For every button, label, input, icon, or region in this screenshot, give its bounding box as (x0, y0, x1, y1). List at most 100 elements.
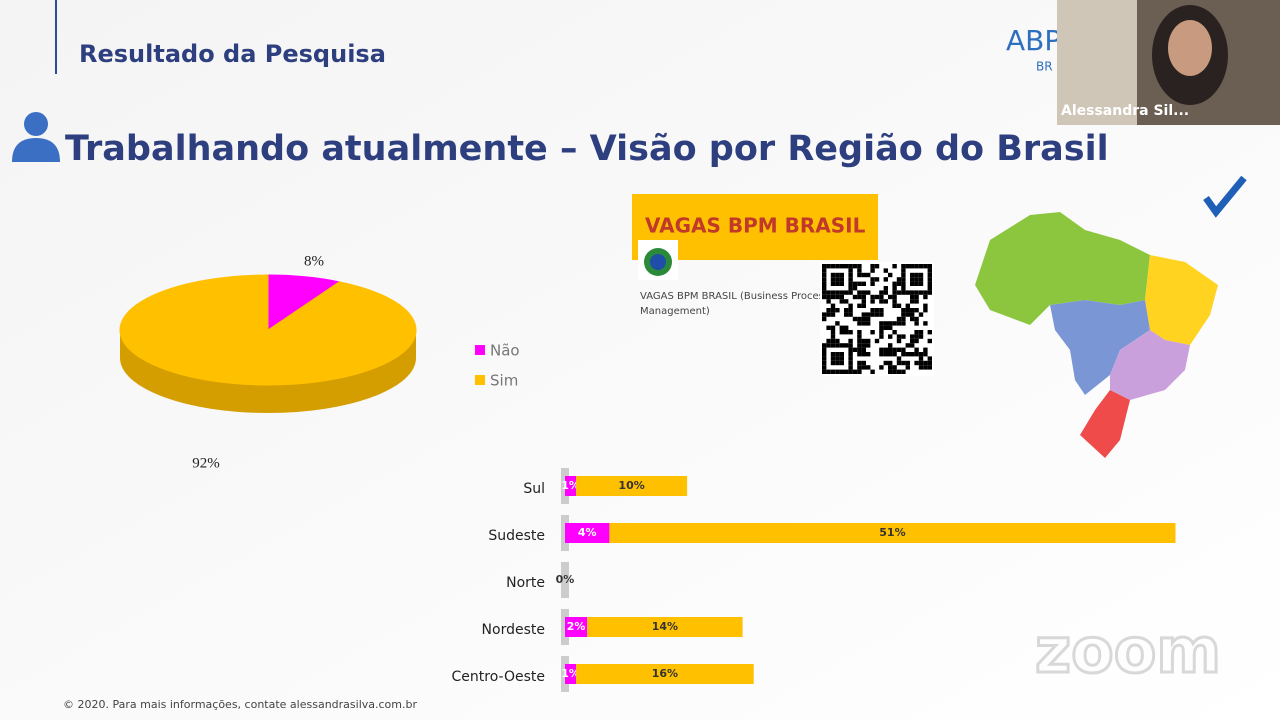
qr-cell (839, 356, 844, 361)
qr-cell (918, 277, 924, 282)
qr-cell (835, 264, 840, 269)
slide-title: Trabalhando atualmente – Visão por Regiã… (65, 129, 1109, 169)
bar-segment (565, 476, 577, 496)
qr-cell (861, 360, 866, 366)
qr-cell (848, 290, 853, 295)
qr-cell (835, 294, 840, 300)
qr-cell (914, 352, 919, 357)
category-label: Sul (523, 481, 545, 497)
qr-cell (822, 312, 827, 317)
qr-cell (896, 360, 902, 366)
qr-cell (879, 299, 884, 304)
pie-slice (119, 274, 417, 386)
qr-cell (914, 330, 919, 335)
qr-cell (927, 268, 932, 273)
qr-cell (857, 316, 862, 322)
check-mark (1203, 175, 1247, 218)
legend-label: Sim (490, 372, 518, 390)
qr-cell (848, 312, 853, 317)
qr-cell (918, 290, 924, 295)
qr-cell (892, 321, 897, 326)
qr-cell (857, 352, 862, 357)
qr-cell (861, 281, 866, 286)
category-label: Centro-Oeste (452, 669, 546, 685)
qr-cell (870, 281, 875, 286)
qr-cell (857, 369, 862, 374)
qr-cell (870, 277, 875, 282)
qr-cell (866, 352, 871, 357)
qr-cell (918, 312, 924, 317)
qr-cell (835, 277, 840, 282)
qr-cell (892, 299, 897, 304)
qr-cell (830, 264, 836, 269)
qr-cell (914, 347, 919, 352)
qr-cell (861, 312, 866, 317)
qr-cell (923, 303, 928, 308)
qr-cell (910, 264, 915, 269)
qr-cell (835, 338, 840, 344)
qr-cell (852, 369, 858, 374)
qr-cell (857, 290, 862, 295)
qr-cell (879, 321, 884, 326)
ad-caption: Management) (640, 306, 710, 317)
qr-cell (857, 334, 862, 339)
bar-segment (587, 617, 743, 637)
qr-cell (826, 290, 831, 295)
qr-cell (866, 272, 871, 278)
qr-cell (901, 277, 906, 282)
qr-cell (923, 321, 928, 326)
qr-cell (857, 294, 862, 300)
qr-cell (839, 330, 844, 335)
qr-cell (879, 330, 884, 335)
qr-cell (870, 264, 875, 269)
qr-cell (892, 352, 897, 357)
qr-cell (822, 316, 827, 322)
qr-cell (822, 352, 827, 357)
qr-cell (879, 352, 884, 357)
qr-cell (822, 264, 827, 269)
qr-cell (857, 365, 862, 370)
qr-cell (901, 360, 906, 366)
bar-value-label: 0% (556, 573, 575, 586)
qr-cell (901, 272, 906, 278)
qr-cell (844, 330, 849, 335)
qr-cell (914, 264, 919, 269)
qr-cell (896, 356, 902, 361)
qr-cell (848, 338, 853, 344)
qr-cell (826, 312, 831, 317)
qr-cell (892, 369, 897, 374)
qr-cell (874, 338, 880, 344)
qr-cell (905, 360, 910, 366)
qr-cell (910, 281, 915, 286)
qr-cell (896, 334, 902, 339)
qr-cell (839, 343, 844, 348)
qr-cell (826, 299, 831, 304)
qr-cell (866, 365, 871, 370)
qr-cell (896, 338, 902, 344)
video-face (1168, 20, 1212, 76)
qr-cell (857, 343, 862, 348)
qr-cell (839, 352, 844, 357)
qr-cell (848, 347, 853, 352)
map-south (1080, 390, 1130, 458)
qr-cell (896, 316, 902, 322)
qr-cell (901, 347, 906, 352)
legend-swatch (475, 345, 485, 355)
qr-cell (861, 294, 866, 300)
qr-cell (910, 334, 915, 339)
qr-cell (857, 272, 862, 278)
qr-cell (910, 294, 915, 300)
qr-cell (892, 281, 897, 286)
qr-cell (835, 343, 840, 348)
qr-cell (861, 272, 866, 278)
qr-cell (901, 312, 906, 317)
qr-cell (848, 268, 853, 273)
qr-cell (835, 281, 840, 286)
brazil-map (975, 212, 1218, 458)
ad-icon-inner (650, 254, 666, 270)
qr-cell (892, 365, 897, 370)
qr-cell (866, 290, 871, 295)
qr-cell (870, 299, 875, 304)
qr-cell (861, 343, 866, 348)
qr-cell (927, 272, 932, 278)
